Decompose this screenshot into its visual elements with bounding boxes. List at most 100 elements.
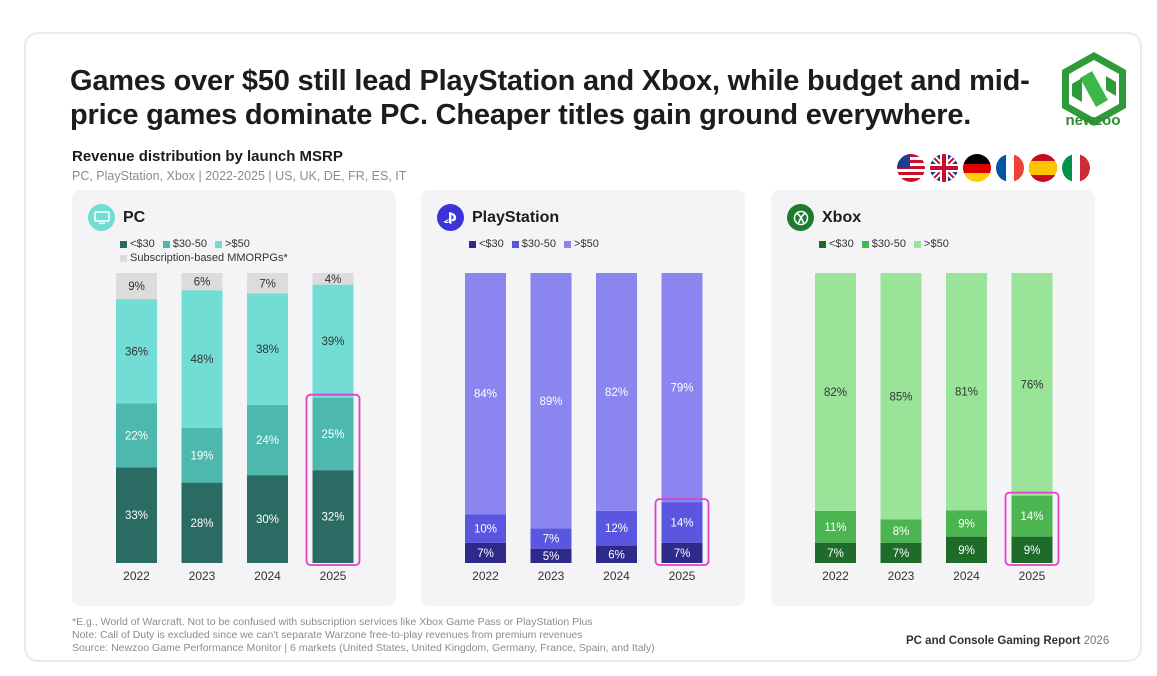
x-tick-label: 2023 [189, 569, 216, 583]
bar-segment [465, 542, 506, 563]
playstation-chart: 7% 10% 84% 2022 5% 7% 89% 2023 6% 12% 82% 2024 7% 14%… [465, 273, 710, 583]
bar-segment [880, 542, 922, 563]
x-tick-label: 2023 [538, 569, 565, 583]
bar-segment [946, 273, 987, 511]
report-year: 2026 [1083, 635, 1110, 647]
footnote: Note: Call of Duty is excluded since we … [72, 629, 583, 641]
x-tick-label: 2024 [254, 569, 281, 583]
bar-segment [596, 545, 637, 563]
playstation-title: PlayStation [472, 208, 560, 226]
bar-value-label: 7% [477, 548, 494, 560]
legend-label: <$30 [130, 238, 155, 250]
bar-value-label: 10% [474, 524, 497, 536]
xbox-chart: 7% 11% 82% 2022 7% 8% 85% 2023 9% 9% 81% 2024 9% 14% 7… [815, 273, 1060, 583]
chart-subtitle: Revenue distribution by launch MSRP [72, 148, 343, 165]
newzoo-logo-icon [1062, 52, 1126, 126]
bar-value-label: 82% [824, 387, 847, 399]
bar-segment [116, 403, 157, 468]
legend-label: >$50 [225, 238, 250, 250]
bar-segment [815, 542, 856, 563]
bar-value-label: 30% [256, 514, 279, 526]
bar-segment [181, 273, 223, 291]
footnotes: *E.g., World of Warcraft. Not to be conf… [72, 616, 655, 655]
legend-label: >$50 [574, 238, 599, 250]
bar-value-label: 9% [1024, 545, 1041, 557]
report-name: PC and Console Gaming Report 2026 [906, 635, 1109, 647]
bar-value-label: 25% [321, 429, 344, 441]
bar-value-label: 9% [958, 545, 975, 557]
bar-value-label: 9% [958, 518, 975, 530]
bar-value-label: 22% [125, 430, 148, 442]
chart-scope: PC, PlayStation, Xbox | 2022-2025 | US, … [72, 169, 407, 183]
pc-title: PC [123, 208, 146, 226]
xbox-legend: <$30 $30-50 >$50 [819, 237, 949, 251]
bar-value-label: 5% [543, 551, 560, 563]
playstation-panel: PlayStation <$30 $30-50 >$50 7% 10% 84% 202… [421, 190, 745, 606]
legend-label: $30-50 [871, 238, 907, 250]
bar-segment [465, 514, 506, 543]
bar-segment [661, 273, 703, 503]
bar-value-label: 7% [259, 278, 276, 290]
bar-value-label: 24% [256, 435, 279, 447]
bar-value-label: 39% [321, 336, 344, 348]
bar-segment [815, 510, 856, 543]
monitor-icon [88, 204, 115, 231]
market-flags [897, 154, 1090, 182]
bar-segment [946, 536, 987, 563]
x-tick-label: 2025 [320, 569, 347, 583]
x-tick-label: 2024 [953, 569, 980, 583]
bar-value-label: 6% [608, 549, 625, 561]
bar-segment [1011, 495, 1053, 537]
bar-segment [661, 542, 703, 563]
bar-value-label: 76% [1020, 379, 1043, 391]
fr-flag-icon [996, 154, 1024, 182]
bar-segment [247, 404, 288, 476]
bar-value-label: 36% [125, 346, 148, 358]
bar-value-label: 28% [190, 518, 213, 530]
bar-value-label: 81% [955, 387, 978, 399]
xbox-icon [787, 204, 814, 231]
bar-value-label: 8% [893, 526, 910, 538]
footnote: *E.g., World of Warcraft. Not to be conf… [72, 616, 593, 628]
us-flag-icon [897, 154, 925, 182]
bar-segment [116, 467, 157, 563]
highlight-box [1004, 491, 1060, 566]
bar-value-label: 14% [1020, 511, 1043, 523]
de-flag-icon [963, 154, 991, 182]
xbox-panel: Xbox <$30 $30-50 >$50 7% 11% 82% 2022 7% 8% 85… [771, 190, 1095, 606]
bar-segment [312, 397, 354, 471]
bar-segment [465, 273, 506, 515]
playstation-legend: <$30 $30-50 >$50 [469, 237, 599, 251]
bar-value-label: 7% [674, 548, 691, 560]
bar-value-label: 7% [827, 548, 844, 560]
x-tick-label: 2022 [123, 569, 150, 583]
bar-value-label: 4% [325, 274, 342, 286]
bar-segment [247, 293, 288, 405]
bar-value-label: 85% [889, 391, 912, 403]
bar-segment [596, 273, 637, 511]
bar-segment [181, 290, 223, 429]
brand-name: newzoo [1065, 112, 1121, 129]
bar-value-label: 82% [605, 387, 628, 399]
bar-segment [312, 284, 354, 398]
bar-segment [1011, 273, 1053, 496]
bar-value-label: 19% [190, 450, 213, 462]
it-flag-icon [1062, 154, 1090, 182]
bar-value-label: 32% [321, 512, 344, 524]
bar-value-label: 48% [190, 354, 213, 366]
x-tick-label: 2022 [472, 569, 499, 583]
x-tick-label: 2022 [822, 569, 849, 583]
x-tick-label: 2023 [888, 569, 915, 583]
legend-label: <$30 [479, 238, 504, 250]
bar-segment [116, 273, 157, 300]
bar-value-label: 84% [474, 389, 497, 401]
bar-value-label: 14% [670, 517, 693, 529]
bar-segment [247, 273, 288, 294]
bar-value-label: 12% [605, 523, 628, 535]
x-tick-label: 2025 [1019, 569, 1046, 583]
legend-label: $30-50 [172, 238, 208, 250]
bar-segment [312, 470, 354, 563]
bar-value-label: 89% [539, 396, 562, 408]
bar-segment [530, 548, 572, 563]
bar-segment [181, 482, 223, 563]
